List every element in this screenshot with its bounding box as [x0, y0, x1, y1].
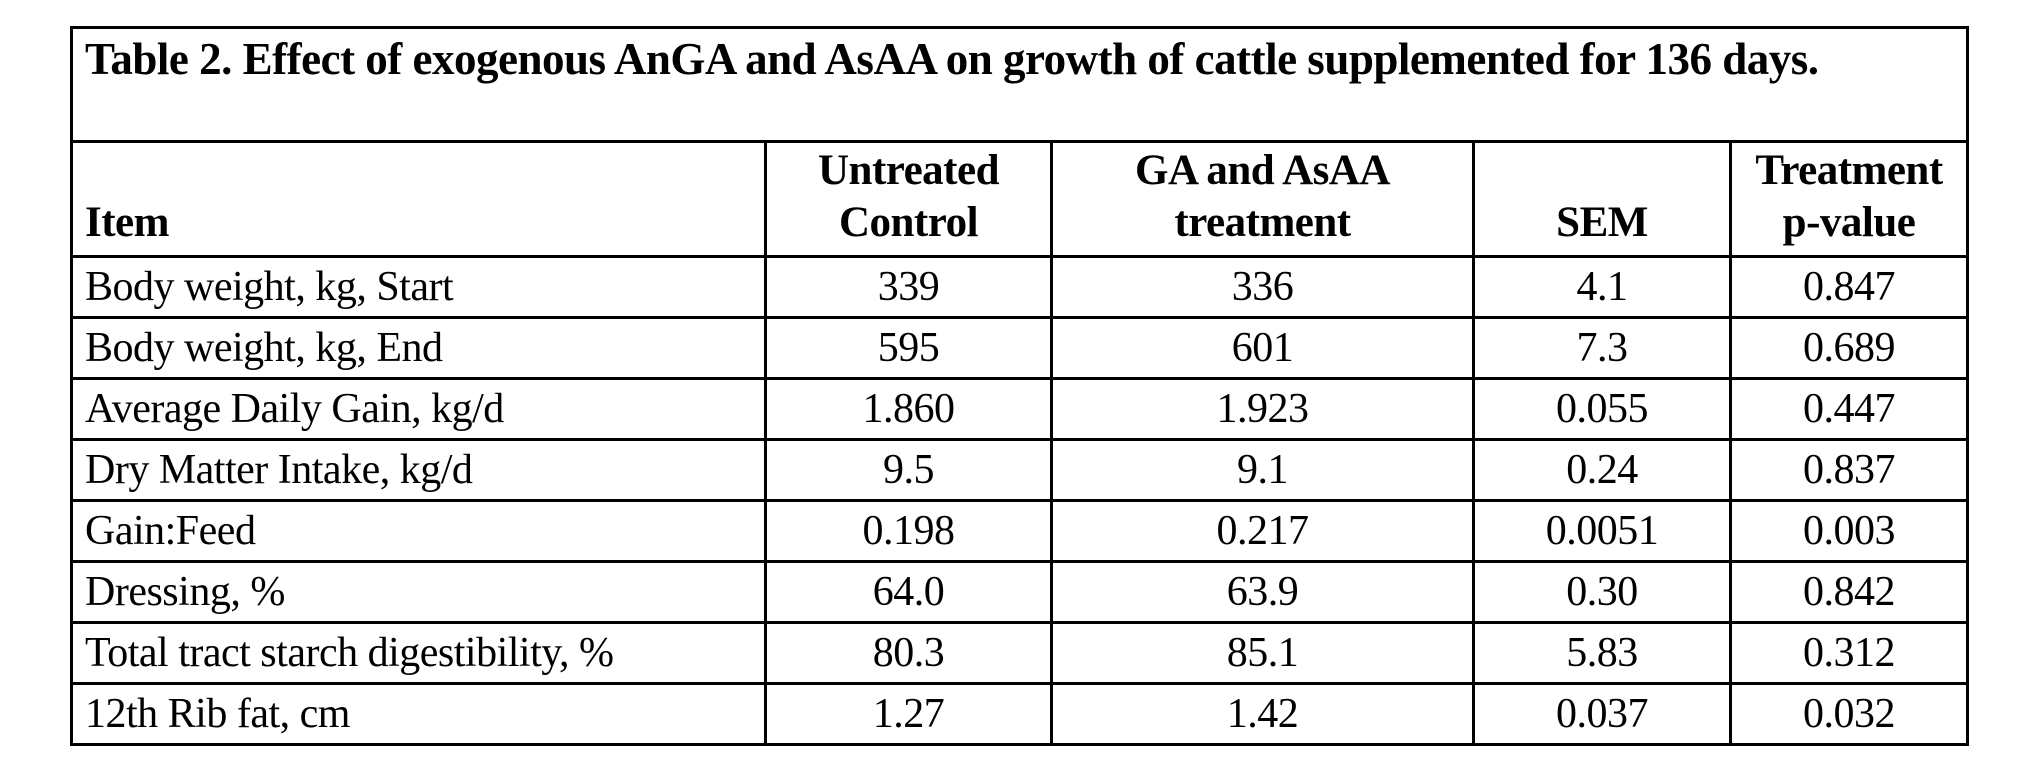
- table-caption-row: Table 2. Effect of exogenous AnGA and As…: [70, 26, 1969, 143]
- cell-pvalue: 0.689: [1729, 316, 1969, 380]
- cattle-growth-table: Table 2. Effect of exogenous AnGA and As…: [70, 26, 1969, 746]
- cell-treatment: 0.217: [1050, 499, 1475, 563]
- cell-item: Body weight, kg, End: [70, 316, 767, 380]
- cell-item: Dry Matter Intake, kg/d: [70, 438, 767, 502]
- cell-pvalue: 0.312: [1729, 621, 1969, 685]
- table-row-rib-fat: 12th Rib fat, cm 1.27 1.42 0.037 0.032: [70, 682, 1969, 746]
- cell-treatment: 1.42: [1050, 682, 1475, 746]
- cell-treatment: 85.1: [1050, 621, 1475, 685]
- column-header-treatment-pvalue: Treatment p-value: [1729, 140, 1969, 258]
- cell-sem: 0.055: [1472, 377, 1732, 441]
- cell-control: 595: [764, 316, 1053, 380]
- cell-pvalue: 0.837: [1729, 438, 1969, 502]
- cell-treatment: 9.1: [1050, 438, 1475, 502]
- cell-control: 9.5: [764, 438, 1053, 502]
- cell-sem: 5.83: [1472, 621, 1732, 685]
- cell-sem: 4.1: [1472, 255, 1732, 319]
- cell-control: 1.860: [764, 377, 1053, 441]
- table-row-dressing: Dressing, % 64.0 63.9 0.30 0.842: [70, 560, 1969, 624]
- cell-treatment: 1.923: [1050, 377, 1475, 441]
- cell-sem: 0.30: [1472, 560, 1732, 624]
- cell-item: Total tract starch digestibility, %: [70, 621, 767, 685]
- cell-pvalue: 0.842: [1729, 560, 1969, 624]
- cell-treatment: 63.9: [1050, 560, 1475, 624]
- cell-control: 64.0: [764, 560, 1053, 624]
- table-header-row: Item Untreated Control GA and AsAA treat…: [70, 140, 1969, 258]
- cell-sem: 0.037: [1472, 682, 1732, 746]
- cell-item: Gain:Feed: [70, 499, 767, 563]
- cell-pvalue: 0.847: [1729, 255, 1969, 319]
- cell-item: Dressing, %: [70, 560, 767, 624]
- cell-control: 80.3: [764, 621, 1053, 685]
- column-header-item: Item: [70, 140, 767, 258]
- cell-control: 1.27: [764, 682, 1053, 746]
- cell-item: Average Daily Gain, kg/d: [70, 377, 767, 441]
- table-row-starch-digestibility: Total tract starch digestibility, % 80.3…: [70, 621, 1969, 685]
- column-header-sem: SEM: [1472, 140, 1732, 258]
- cell-sem: 0.0051: [1472, 499, 1732, 563]
- table-row-gain-feed: Gain:Feed 0.198 0.217 0.0051 0.003: [70, 499, 1969, 563]
- cell-control: 339: [764, 255, 1053, 319]
- cell-sem: 0.24: [1472, 438, 1732, 502]
- cell-control: 0.198: [764, 499, 1053, 563]
- cell-pvalue: 0.032: [1729, 682, 1969, 746]
- column-header-untreated-control: Untreated Control: [764, 140, 1053, 258]
- cell-sem: 7.3: [1472, 316, 1732, 380]
- table-row-average-daily-gain: Average Daily Gain, kg/d 1.860 1.923 0.0…: [70, 377, 1969, 441]
- cell-pvalue: 0.447: [1729, 377, 1969, 441]
- cell-item: Body weight, kg, Start: [70, 255, 767, 319]
- table-row-body-weight-start: Body weight, kg, Start 339 336 4.1 0.847: [70, 255, 1969, 319]
- column-header-ga-asaa-treatment: GA and AsAA treatment: [1050, 140, 1475, 258]
- table-row-body-weight-end: Body weight, kg, End 595 601 7.3 0.689: [70, 316, 1969, 380]
- cell-treatment: 601: [1050, 316, 1475, 380]
- table-row-dry-matter-intake: Dry Matter Intake, kg/d 9.5 9.1 0.24 0.8…: [70, 438, 1969, 502]
- cell-item: 12th Rib fat, cm: [70, 682, 767, 746]
- cell-treatment: 336: [1050, 255, 1475, 319]
- table-caption: Table 2. Effect of exogenous AnGA and As…: [70, 26, 1969, 143]
- cell-pvalue: 0.003: [1729, 499, 1969, 563]
